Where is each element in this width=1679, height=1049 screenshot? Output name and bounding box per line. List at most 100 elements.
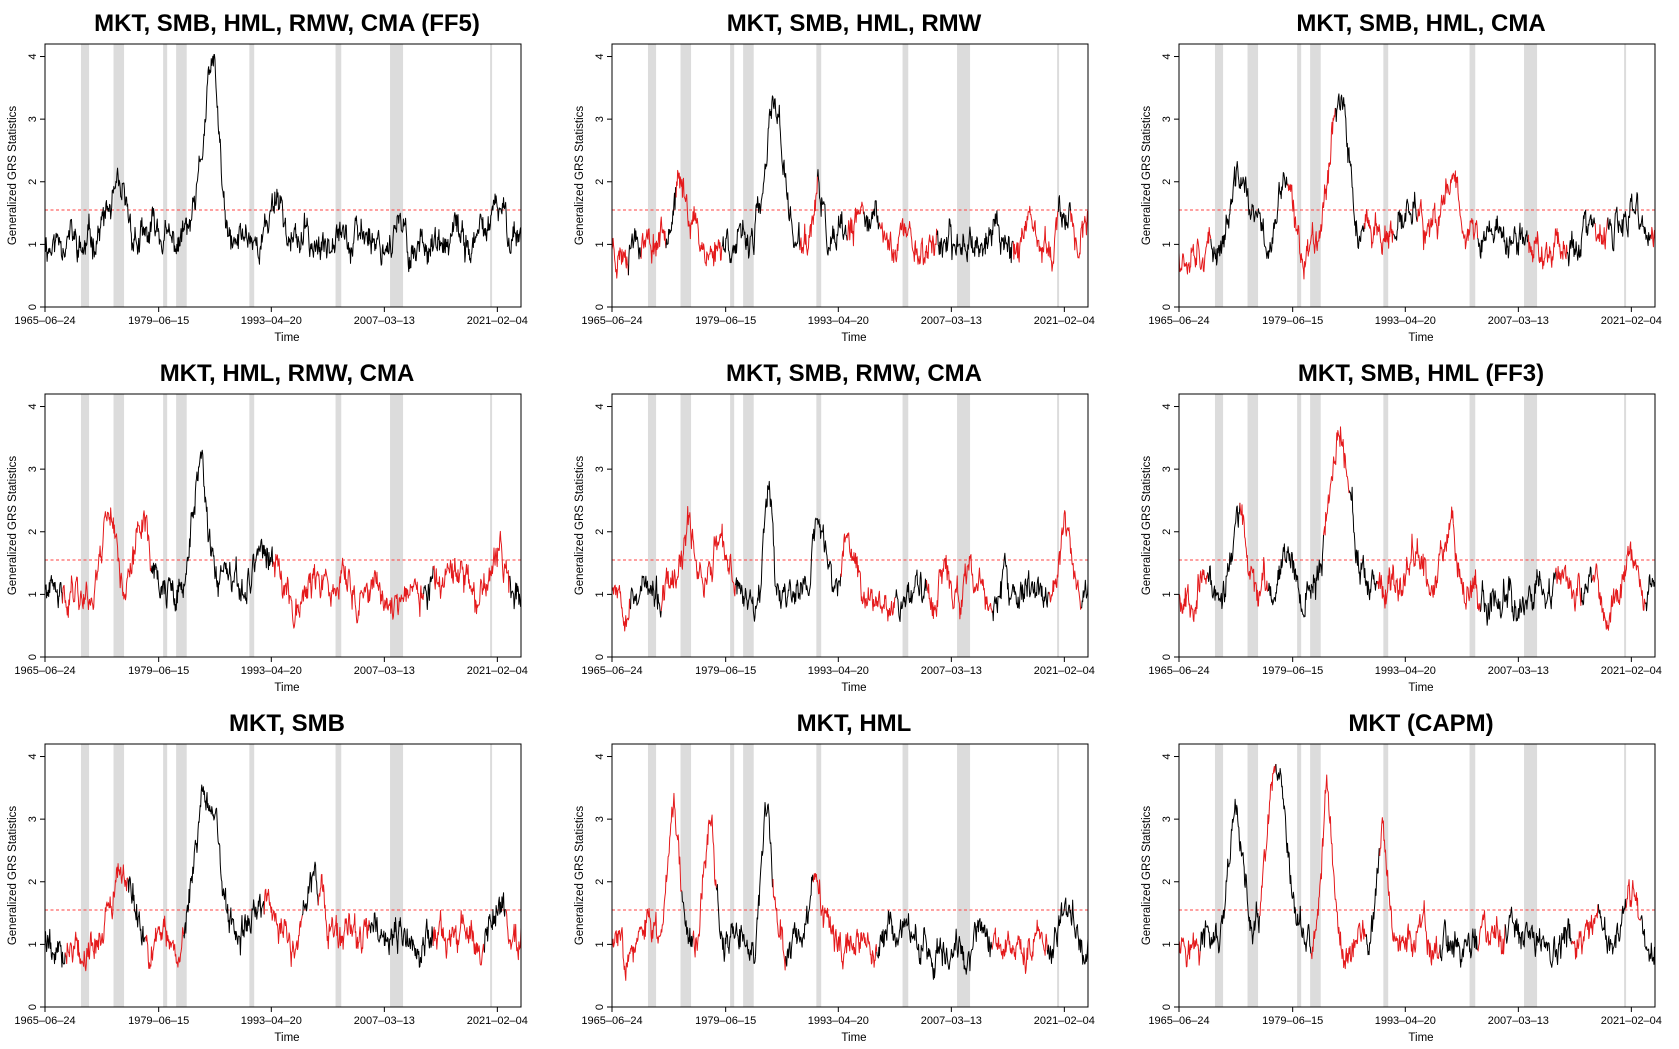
series-black-segment-18 <box>954 233 969 263</box>
chart-panel-6: MKT, SMB, HML (FF3) 0 1 2 3 4 1965–06–24 1979–0… <box>1134 350 1679 699</box>
series-black-segment-22 <box>1056 897 1076 948</box>
chart-panel-8: MKT, HML 0 1 2 3 4 1965–06–24 1979–06–15 1993–04… <box>567 700 1134 1049</box>
series-black-segment-5 <box>1259 171 1289 259</box>
x-axis-label: Time <box>841 1032 866 1044</box>
series-black-segment-8 <box>192 66 210 211</box>
series-black-segment-1 <box>44 232 62 262</box>
series-red-segment-2 <box>61 575 82 618</box>
series-red-segment-2 <box>1195 226 1212 273</box>
series-red-segment-3 <box>640 216 667 264</box>
series-black-segment-4 <box>681 891 694 948</box>
y-tick-label: 2 <box>594 179 606 185</box>
chart-svg: MKT, HML 0 1 2 3 4 1965–06–24 1979–06–15 1993–04… <box>574 710 1095 1044</box>
recession-band-3 <box>730 44 735 307</box>
series-red-segment-16 <box>358 917 371 954</box>
y-tick-label: 2 <box>1161 879 1173 885</box>
recession-band-1 <box>647 44 657 307</box>
series-black-segment-11 <box>816 169 848 256</box>
x-tick-label: 1979–06–15 <box>128 665 189 677</box>
y-tick-label: 1 <box>27 591 39 597</box>
x-tick-label: 1965–06–24 <box>1148 665 1209 677</box>
series-red-segment-1 <box>1178 574 1199 623</box>
series-red-segment-14 <box>317 873 333 950</box>
series-black-segment-20 <box>437 212 469 263</box>
x-tick-label: 1993–04–20 <box>241 315 302 327</box>
series-black-segment-24 <box>1638 215 1652 247</box>
plot-frame <box>44 743 522 1008</box>
series-red-segment-5 <box>707 523 736 597</box>
series-red-segment-20 <box>1021 919 1048 974</box>
recession-band-5 <box>249 744 255 1007</box>
series-red-segment-23 <box>1030 217 1045 264</box>
y-tick-label: 0 <box>594 654 606 660</box>
recession-band-1 <box>1214 394 1224 657</box>
series-red-segment-18 <box>1554 228 1568 260</box>
recession-band-7 <box>390 394 404 657</box>
y-tick-label: 3 <box>594 116 606 122</box>
recession-band-3 <box>163 744 168 1007</box>
series-red-segment-5 <box>692 814 717 958</box>
x-axis-label: Time <box>274 1032 299 1044</box>
series-red-segment-12 <box>1440 178 1451 214</box>
y-axis-label: Generalized GRS Statistics <box>1141 806 1153 946</box>
series-black-segment-13 <box>294 212 315 258</box>
recession-band-7 <box>390 44 404 307</box>
recession-band-2 <box>1247 744 1259 1007</box>
series-red-segment-10 <box>1409 533 1428 587</box>
y-axis-label: Generalized GRS Statistics <box>1141 456 1153 596</box>
chart-panel-7: MKT, SMB 0 1 2 3 4 1965–06–24 1979–06–15 1993–04… <box>0 700 567 1049</box>
series-red-segment-11 <box>1426 506 1454 598</box>
series-red-segment-12 <box>291 915 303 959</box>
y-tick-label: 0 <box>1161 1004 1173 1010</box>
plot-frame <box>1178 743 1656 1008</box>
series-black-segment-13 <box>863 200 880 232</box>
series-black-segment-11 <box>256 188 286 265</box>
x-tick-label: 2021–02–04 <box>1034 315 1095 327</box>
series-black-segment-15 <box>1486 215 1513 259</box>
x-tick-label: 2021–02–04 <box>1601 315 1662 327</box>
series-red-segment-15 <box>338 557 356 610</box>
series-red-segment-8 <box>1339 919 1367 970</box>
series-black-segment-5 <box>127 876 147 946</box>
series-red-segment-18 <box>1591 563 1615 631</box>
series-black-segment-10 <box>1393 191 1418 241</box>
series-red-segment-6 <box>145 927 158 970</box>
recession-band-1 <box>1214 44 1224 307</box>
series-black-segment-10 <box>785 874 814 967</box>
series-red-segment-12 <box>1452 523 1481 612</box>
series-black-segment-9 <box>215 807 247 956</box>
x-tick-label: 2021–02–04 <box>467 665 528 677</box>
series-red-segment-9 <box>772 878 787 971</box>
x-tick-label: 1965–06–24 <box>1148 315 1209 327</box>
recession-band-6 <box>1469 44 1476 307</box>
recession-band-1 <box>647 394 657 657</box>
series-black-segment-14 <box>313 221 346 261</box>
series-black-segment-9 <box>807 517 842 597</box>
y-tick-label: 0 <box>27 304 39 310</box>
x-tick-label: 1979–06–15 <box>695 665 756 677</box>
series-black-segment-9 <box>1365 848 1381 956</box>
series-red-segment-24 <box>1043 211 1059 272</box>
series-black-segment-3 <box>83 200 111 260</box>
series-black-segment-15 <box>344 215 361 264</box>
chart-title: MKT, HML <box>797 710 912 737</box>
x-tick-label: 1965–06–24 <box>14 665 75 677</box>
recession-band-2 <box>1247 44 1259 307</box>
x-tick-label: 1965–06–24 <box>14 315 75 327</box>
recession-band-1 <box>1214 744 1224 1007</box>
series-black-segment-10 <box>245 893 265 934</box>
y-tick-label: 1 <box>1161 941 1173 947</box>
recession-band-7 <box>1524 44 1538 307</box>
x-tick-label: 2007–03–13 <box>1488 665 1549 677</box>
series-black-segment-14 <box>1477 225 1488 259</box>
series-red-segment-3 <box>80 511 107 611</box>
series-black-segment-7 <box>721 219 752 264</box>
series-red-segment-17 <box>1527 228 1556 270</box>
y-tick-label: 0 <box>1161 654 1173 660</box>
series-red-segment-22 <box>1625 879 1642 921</box>
y-tick-label: 0 <box>27 1004 39 1010</box>
x-tick-label: 2007–03–13 <box>921 1015 982 1027</box>
series-black-segment-17 <box>949 918 983 975</box>
series-red-segment-14 <box>926 578 940 620</box>
